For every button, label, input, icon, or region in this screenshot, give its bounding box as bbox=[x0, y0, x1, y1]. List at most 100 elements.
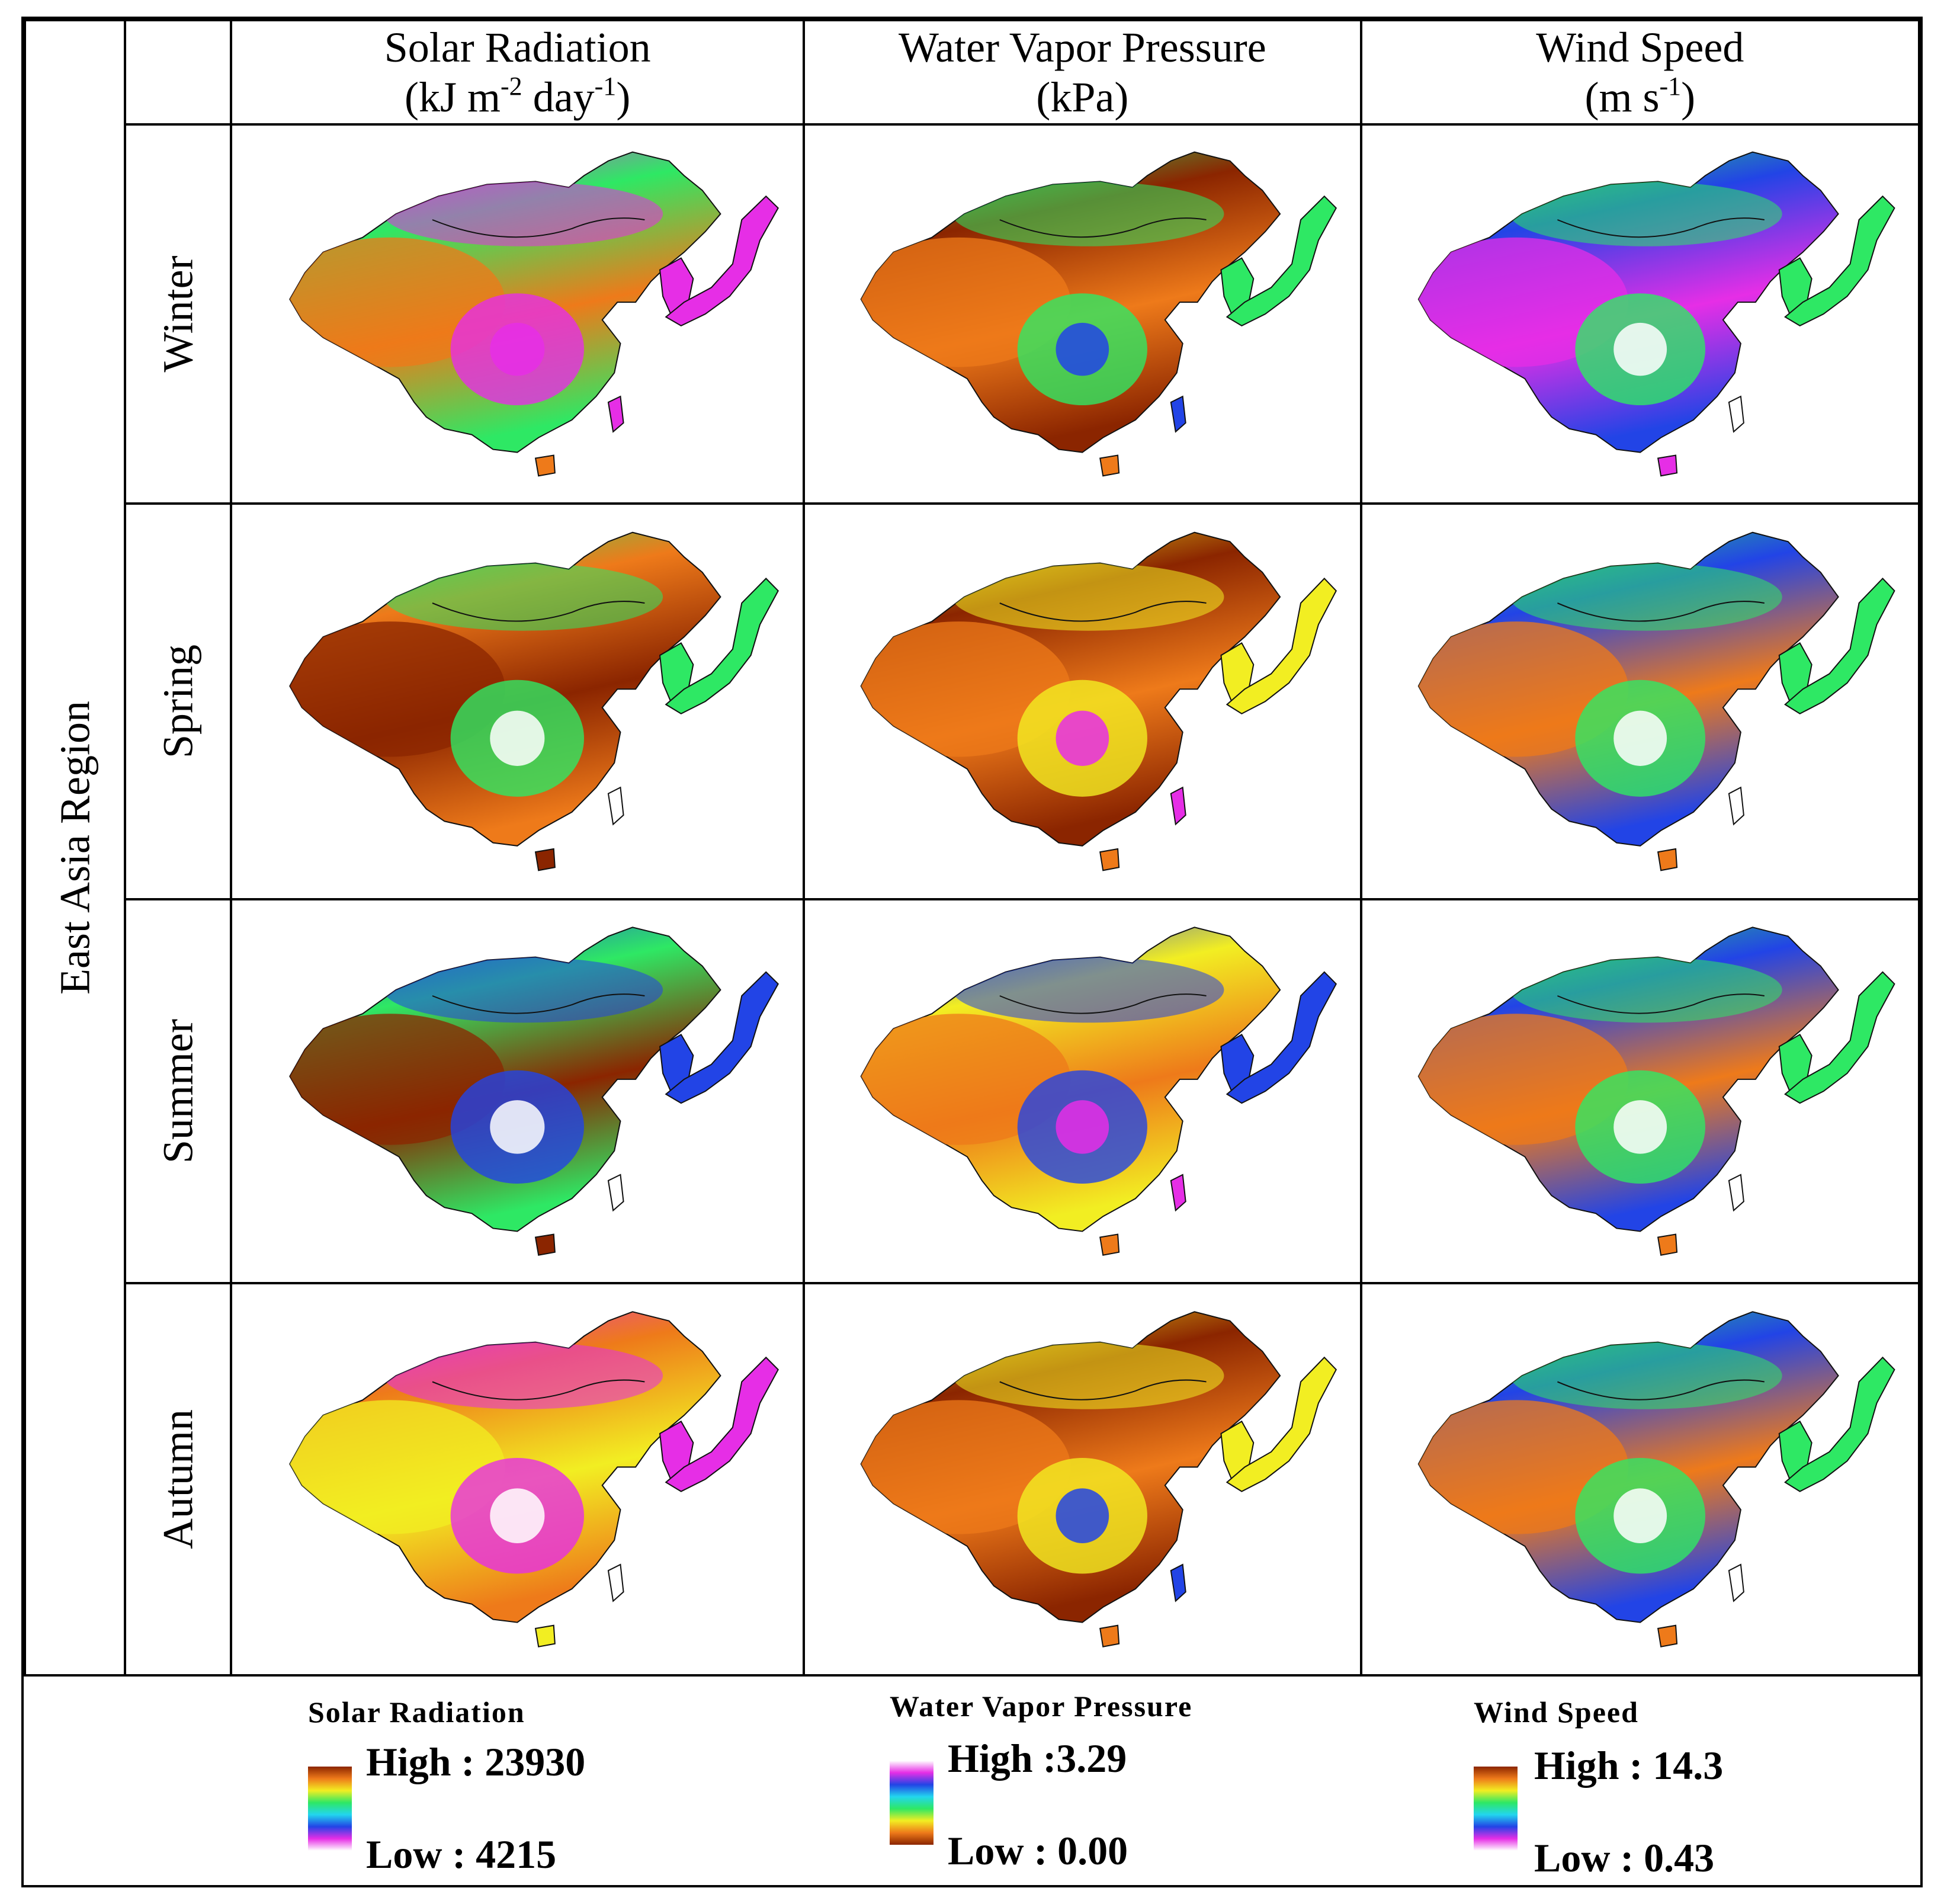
japan-landmass bbox=[1226, 195, 1337, 327]
map-graphic bbox=[289, 927, 779, 1256]
taiwan-landmass bbox=[608, 1563, 624, 1602]
center-spot bbox=[1613, 1488, 1667, 1543]
center-spot bbox=[1056, 710, 1109, 766]
map-solar-autumn bbox=[230, 1282, 806, 1677]
japan-landmass bbox=[1226, 971, 1337, 1104]
map-solar-winter bbox=[230, 123, 806, 505]
map-graphic bbox=[1417, 531, 1895, 871]
center-spot bbox=[490, 322, 545, 376]
color-ramp bbox=[890, 1761, 933, 1845]
mongolia-zone bbox=[952, 957, 1224, 1023]
hainan-landmass bbox=[535, 1624, 556, 1647]
season-summer-cell: Summer bbox=[124, 898, 233, 1284]
region-label: East Asia Region bbox=[51, 701, 99, 995]
map-wind-summer bbox=[1359, 898, 1921, 1284]
taiwan-landmass bbox=[1170, 395, 1186, 433]
hainan-landmass bbox=[1099, 454, 1120, 477]
legend-high: High : 23930 bbox=[366, 1739, 586, 1784]
map-vapor-winter bbox=[803, 123, 1362, 505]
mongolia-border bbox=[1557, 1379, 1765, 1400]
mongolia-zone bbox=[1510, 1342, 1782, 1409]
legend-low: Low : 0.00 bbox=[948, 1828, 1128, 1873]
season-autumn-cell: Autumn bbox=[124, 1282, 233, 1677]
map-graphic bbox=[1417, 1311, 1895, 1647]
center-spot bbox=[1056, 322, 1109, 376]
taiwan-landmass bbox=[1728, 1174, 1744, 1212]
map-solar-spring bbox=[230, 502, 806, 900]
legend-low: Low : 4215 bbox=[366, 1832, 557, 1877]
map-graphic bbox=[1417, 927, 1895, 1256]
hainan-landmass bbox=[535, 848, 556, 871]
japan-landmass bbox=[1783, 971, 1895, 1104]
taiwan-landmass bbox=[1170, 1174, 1186, 1212]
season-spring-cell: Spring bbox=[124, 502, 233, 900]
mongolia-zone bbox=[384, 957, 663, 1023]
season-label-autumn: Autumn bbox=[154, 1409, 202, 1550]
japan-landmass bbox=[665, 578, 779, 714]
map-graphic bbox=[289, 1311, 779, 1647]
legend-high: High :3.29 bbox=[948, 1736, 1127, 1781]
tibet-plateau-zone bbox=[861, 1400, 1071, 1534]
color-ramp bbox=[1474, 1767, 1518, 1851]
japan-landmass bbox=[665, 971, 779, 1104]
legend-high: High : 14.3 bbox=[1534, 1743, 1724, 1788]
mongolia-zone bbox=[1510, 181, 1782, 246]
tibet-plateau-zone bbox=[290, 1400, 506, 1534]
center-spot bbox=[1613, 710, 1667, 766]
center-spot bbox=[1056, 1100, 1109, 1154]
mongolia-border bbox=[1557, 993, 1765, 1014]
map-graphic bbox=[1417, 151, 1895, 477]
column-header-vapor: Water Vapor Pressure (kPa) bbox=[803, 19, 1362, 126]
mongolia-zone bbox=[384, 563, 663, 631]
center-spot bbox=[1056, 1488, 1109, 1543]
map-vapor-autumn bbox=[803, 1282, 1362, 1677]
tibet-plateau-zone bbox=[861, 237, 1071, 367]
mongolia-border bbox=[999, 993, 1207, 1014]
map-wind-autumn bbox=[1359, 1282, 1921, 1677]
center-spot bbox=[490, 710, 545, 766]
hainan-landmass bbox=[1657, 1624, 1677, 1647]
figure-panel: East Asia Region Solar Radiation (kJ m-2… bbox=[21, 17, 1923, 1887]
center-spot bbox=[490, 1100, 545, 1154]
map-graphic bbox=[860, 531, 1337, 871]
taiwan-landmass bbox=[1728, 1563, 1744, 1602]
tibet-plateau-zone bbox=[1418, 237, 1628, 367]
map-wind-spring bbox=[1359, 502, 1921, 900]
center-spot bbox=[1613, 322, 1667, 376]
map-graphic bbox=[860, 151, 1337, 477]
tibet-plateau-zone bbox=[290, 1014, 506, 1145]
map-solar-summer bbox=[230, 898, 806, 1284]
mongolia-zone bbox=[384, 1342, 663, 1409]
map-wind-winter bbox=[1359, 123, 1921, 505]
japan-landmass bbox=[1783, 195, 1895, 327]
mongolia-border bbox=[432, 601, 645, 622]
legend-title: Wind Speed bbox=[1474, 1695, 1639, 1729]
mongolia-border bbox=[1557, 217, 1765, 238]
japan-landmass bbox=[1226, 1356, 1337, 1492]
mongolia-zone bbox=[952, 181, 1224, 246]
mongolia-border bbox=[432, 993, 645, 1014]
taiwan-landmass bbox=[608, 1174, 624, 1212]
tibet-plateau-zone bbox=[290, 621, 506, 757]
taiwan-landmass bbox=[608, 395, 624, 433]
map-graphic bbox=[289, 151, 779, 477]
hainan-landmass bbox=[1657, 454, 1677, 477]
map-graphic bbox=[289, 531, 779, 871]
center-spot bbox=[490, 1488, 545, 1543]
taiwan-landmass bbox=[1170, 786, 1186, 826]
corner-cell bbox=[124, 19, 233, 126]
hainan-landmass bbox=[1099, 848, 1120, 871]
map-grid: East Asia Region Solar Radiation (kJ m-2… bbox=[23, 19, 1921, 1677]
mongolia-border bbox=[1557, 601, 1765, 622]
hainan-landmass bbox=[1657, 848, 1677, 871]
mongolia-border bbox=[432, 217, 645, 238]
column-header-solar: Solar Radiation (kJ m-2 day-1) bbox=[230, 19, 806, 126]
hainan-landmass bbox=[535, 454, 556, 477]
region-label-cell: East Asia Region bbox=[23, 19, 127, 1677]
tibet-plateau-zone bbox=[290, 237, 506, 367]
season-label-spring: Spring bbox=[154, 644, 202, 759]
hainan-landmass bbox=[535, 1233, 556, 1256]
map-graphic bbox=[860, 1311, 1337, 1647]
map-graphic bbox=[860, 927, 1337, 1256]
legend-title: Water Vapor Pressure bbox=[890, 1690, 1193, 1723]
